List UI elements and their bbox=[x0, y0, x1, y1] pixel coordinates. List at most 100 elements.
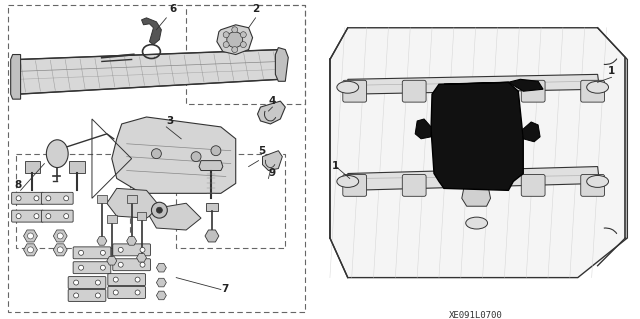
FancyBboxPatch shape bbox=[113, 244, 150, 256]
Polygon shape bbox=[462, 189, 490, 206]
Polygon shape bbox=[24, 244, 37, 256]
Bar bbox=[127, 195, 136, 203]
Polygon shape bbox=[141, 18, 161, 45]
Polygon shape bbox=[444, 79, 543, 91]
Polygon shape bbox=[330, 28, 627, 278]
Circle shape bbox=[113, 277, 118, 282]
Circle shape bbox=[28, 247, 33, 253]
FancyBboxPatch shape bbox=[68, 277, 106, 288]
Circle shape bbox=[95, 293, 100, 298]
Polygon shape bbox=[156, 278, 166, 287]
Bar bbox=[136, 212, 147, 220]
FancyBboxPatch shape bbox=[403, 174, 426, 196]
Circle shape bbox=[64, 196, 68, 201]
Ellipse shape bbox=[337, 175, 358, 187]
Polygon shape bbox=[431, 82, 524, 190]
Polygon shape bbox=[156, 291, 166, 300]
Circle shape bbox=[232, 47, 237, 53]
Ellipse shape bbox=[46, 140, 68, 167]
Circle shape bbox=[232, 27, 237, 33]
Polygon shape bbox=[127, 237, 136, 245]
FancyBboxPatch shape bbox=[42, 192, 73, 204]
FancyBboxPatch shape bbox=[580, 174, 605, 196]
Text: 1: 1 bbox=[332, 160, 339, 171]
FancyBboxPatch shape bbox=[108, 274, 145, 286]
Circle shape bbox=[79, 265, 84, 270]
FancyBboxPatch shape bbox=[42, 210, 73, 222]
Circle shape bbox=[135, 277, 140, 282]
Circle shape bbox=[64, 214, 68, 219]
Circle shape bbox=[34, 214, 39, 219]
Circle shape bbox=[16, 214, 21, 219]
Circle shape bbox=[118, 262, 123, 267]
Bar bbox=[8, 5, 305, 312]
Polygon shape bbox=[107, 256, 116, 265]
Circle shape bbox=[152, 149, 161, 159]
Circle shape bbox=[28, 233, 33, 239]
Polygon shape bbox=[156, 263, 166, 272]
Bar bbox=[69, 160, 85, 173]
Ellipse shape bbox=[587, 175, 609, 187]
Bar bbox=[107, 215, 116, 223]
FancyBboxPatch shape bbox=[12, 192, 44, 204]
Circle shape bbox=[74, 280, 79, 285]
Bar bbox=[15, 154, 130, 248]
Ellipse shape bbox=[337, 81, 358, 93]
Text: 3: 3 bbox=[166, 116, 173, 126]
FancyBboxPatch shape bbox=[580, 80, 605, 102]
Circle shape bbox=[140, 247, 145, 252]
Polygon shape bbox=[107, 189, 161, 218]
Polygon shape bbox=[217, 25, 253, 55]
FancyBboxPatch shape bbox=[521, 80, 545, 102]
Circle shape bbox=[95, 280, 100, 285]
Circle shape bbox=[223, 32, 229, 38]
Circle shape bbox=[46, 214, 51, 219]
FancyBboxPatch shape bbox=[108, 286, 145, 298]
Polygon shape bbox=[415, 119, 431, 139]
FancyBboxPatch shape bbox=[68, 290, 106, 301]
Text: XE091L0700: XE091L0700 bbox=[449, 311, 502, 319]
FancyBboxPatch shape bbox=[521, 174, 545, 196]
Polygon shape bbox=[262, 151, 282, 171]
Circle shape bbox=[118, 247, 123, 252]
Circle shape bbox=[79, 250, 84, 255]
Circle shape bbox=[113, 290, 118, 295]
Circle shape bbox=[135, 290, 140, 295]
Circle shape bbox=[211, 146, 221, 156]
Circle shape bbox=[100, 265, 106, 270]
FancyBboxPatch shape bbox=[73, 247, 111, 259]
Bar bbox=[24, 160, 40, 173]
Polygon shape bbox=[257, 101, 285, 124]
Polygon shape bbox=[275, 48, 288, 81]
Polygon shape bbox=[24, 230, 37, 242]
Polygon shape bbox=[11, 55, 20, 99]
Ellipse shape bbox=[466, 217, 488, 229]
Circle shape bbox=[241, 42, 246, 48]
Circle shape bbox=[16, 196, 21, 201]
Polygon shape bbox=[524, 122, 540, 142]
Polygon shape bbox=[53, 230, 67, 242]
Circle shape bbox=[34, 196, 39, 201]
Circle shape bbox=[57, 233, 63, 239]
Polygon shape bbox=[112, 117, 236, 193]
Polygon shape bbox=[97, 237, 107, 245]
Text: 8: 8 bbox=[15, 180, 22, 190]
Circle shape bbox=[152, 202, 167, 218]
Circle shape bbox=[46, 196, 51, 201]
Polygon shape bbox=[53, 244, 67, 256]
FancyBboxPatch shape bbox=[343, 80, 367, 102]
Polygon shape bbox=[348, 74, 600, 94]
Circle shape bbox=[74, 293, 79, 298]
Polygon shape bbox=[199, 160, 223, 171]
Text: 7: 7 bbox=[221, 285, 228, 294]
Polygon shape bbox=[348, 167, 600, 190]
Text: 4: 4 bbox=[268, 96, 276, 106]
Polygon shape bbox=[205, 230, 219, 242]
Circle shape bbox=[223, 42, 229, 48]
Polygon shape bbox=[136, 254, 147, 262]
FancyBboxPatch shape bbox=[12, 210, 44, 222]
Text: 6: 6 bbox=[170, 4, 177, 14]
Circle shape bbox=[156, 207, 163, 213]
Circle shape bbox=[227, 32, 243, 48]
Polygon shape bbox=[18, 49, 280, 94]
